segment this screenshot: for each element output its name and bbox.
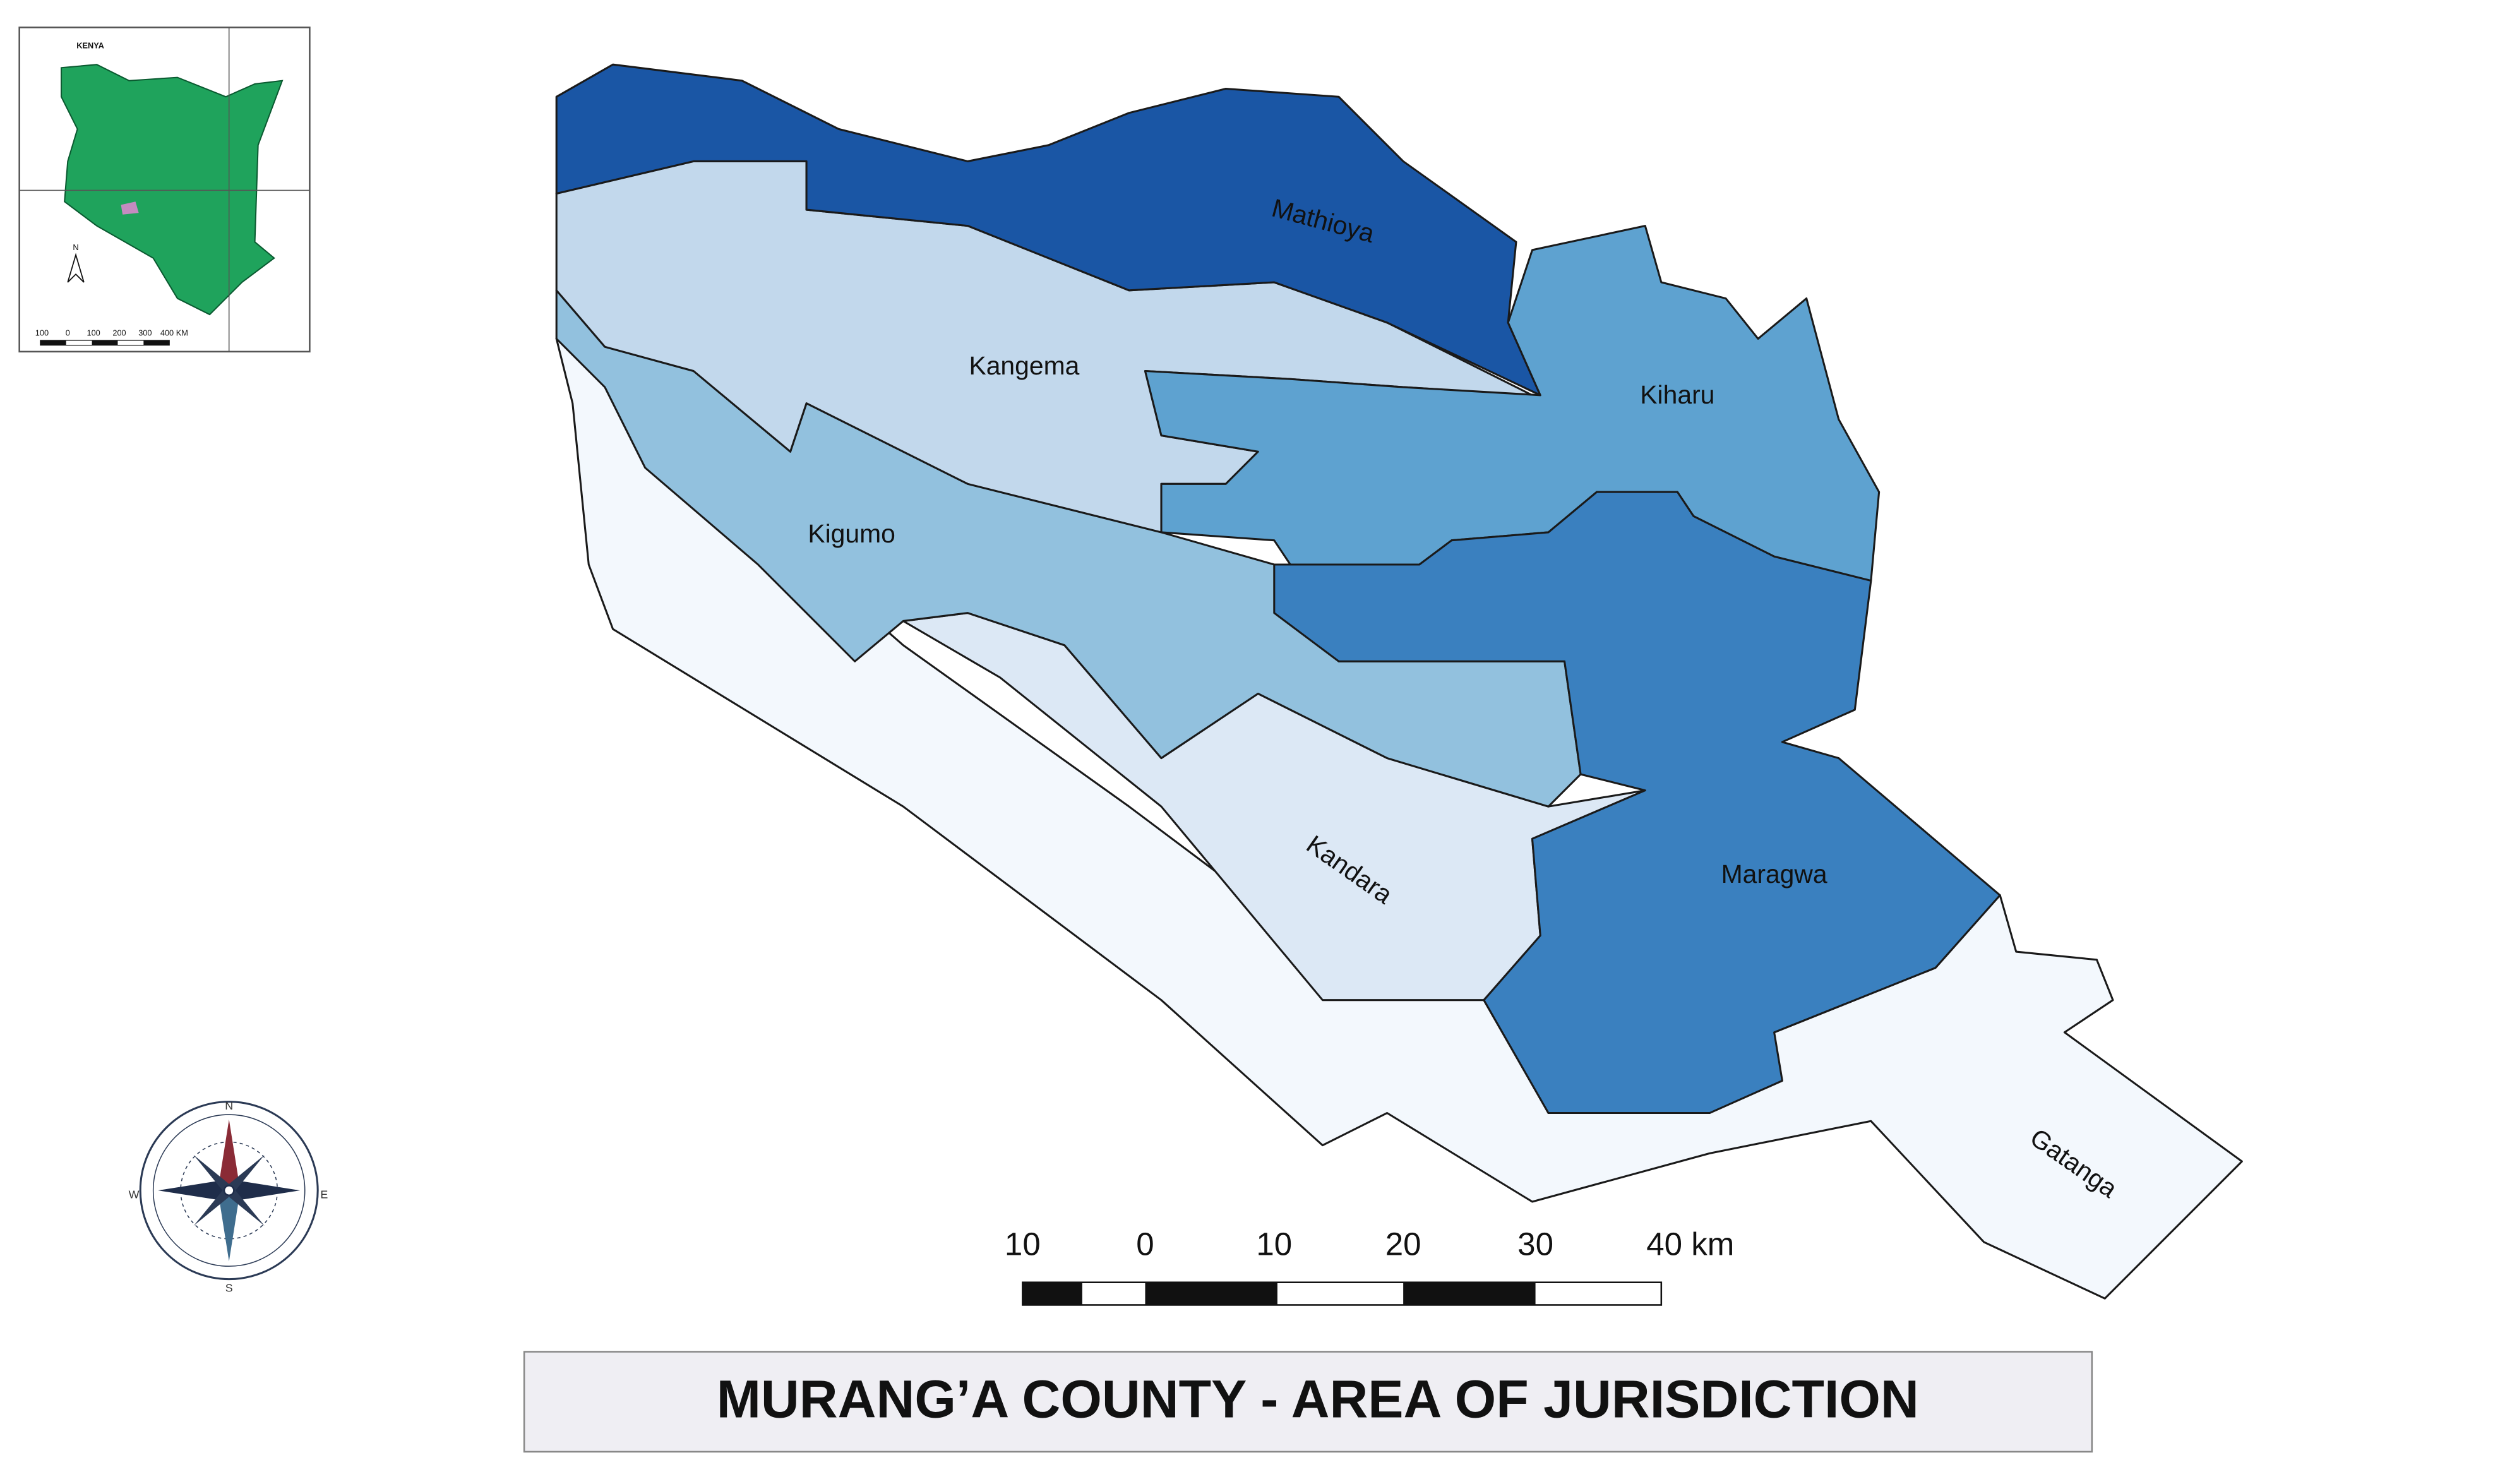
inset-scale-seg: [92, 340, 118, 345]
scale-label: 0: [1136, 1226, 1154, 1262]
inset-scale-labels: 100 0 100 200 300 400 KM: [35, 328, 188, 337]
compass-ring: [152, 1114, 306, 1267]
scale-seg: [1145, 1282, 1277, 1305]
county-map: Mathioya Kangema Kiharu Kigumo Maragwa K…: [555, 63, 2243, 1300]
title-box: MURANG’A COUNTY - AREA OF JURISDICTION: [523, 1351, 2093, 1453]
compass-point: [193, 1190, 229, 1226]
scale-label: 20: [1385, 1226, 1421, 1262]
county-location: [121, 201, 139, 215]
inset-scale-label: 200: [112, 328, 126, 337]
scale-label: 10: [1005, 1226, 1041, 1262]
region-mathioya[interactable]: [555, 63, 1541, 397]
inset-scale-label: 0: [66, 328, 70, 337]
compass-e: E: [320, 1188, 328, 1200]
scale-label: 40 km: [1646, 1226, 1734, 1262]
compass-point: [193, 1154, 229, 1191]
inset-scale-seg: [40, 340, 66, 345]
compass-point: [229, 1190, 265, 1226]
region-maragwa[interactable]: [1273, 491, 2001, 1115]
compass-point: [219, 1119, 239, 1191]
region-label: Kangema: [969, 351, 1079, 380]
compass-center: [223, 1185, 235, 1197]
title: MURANG’A COUNTY - AREA OF JURISDICTION: [717, 1370, 1919, 1429]
kenya-shape: [61, 64, 284, 316]
compass-point: [219, 1190, 239, 1262]
scale-label: 30: [1517, 1226, 1553, 1262]
scale-labels: 10 0 10 20 30 40 km: [1005, 1226, 1734, 1262]
compass-point: [229, 1154, 265, 1191]
inset-scale-label: 400 KM: [160, 328, 188, 337]
inset-scale-seg: [143, 340, 170, 345]
region-label: Kigumo: [808, 519, 895, 548]
inset-country: KENYA: [76, 41, 104, 51]
compass-rose: N E S W: [129, 1099, 328, 1295]
compass-point: [229, 1180, 301, 1200]
scale-bar: 10 0 10 20 30 40 km: [1005, 1226, 1734, 1306]
scale-seg: [1403, 1282, 1536, 1305]
compass-w: W: [129, 1188, 140, 1200]
compass-n: N: [225, 1099, 233, 1112]
inset-scale-label: 100: [35, 328, 49, 337]
inset-north: N: [73, 242, 78, 252]
scale-bar-frame: [1022, 1281, 1663, 1306]
region-label: Kiharu: [1640, 380, 1714, 409]
region-label: Maragwa: [1721, 859, 1827, 889]
compass-point: [158, 1180, 229, 1200]
inset-north-arrow: [67, 253, 85, 283]
scale-label: 10: [1256, 1226, 1292, 1262]
inset-scale-label: 300: [138, 328, 152, 337]
title-frame: [523, 1351, 2093, 1453]
scale-seg: [1022, 1282, 1082, 1305]
compass-s: S: [225, 1282, 233, 1295]
inset-map: KENYA N 100 0 100 200 300 400 KM: [18, 27, 311, 353]
inset-scale-label: 100: [87, 328, 100, 337]
